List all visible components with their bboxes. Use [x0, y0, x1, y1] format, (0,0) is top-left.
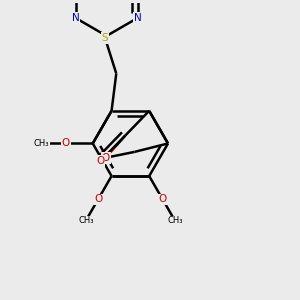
Text: O: O — [96, 156, 104, 166]
Text: O: O — [61, 139, 70, 148]
Text: O: O — [101, 153, 110, 163]
Text: N: N — [134, 13, 141, 23]
Text: CH₃: CH₃ — [78, 216, 94, 225]
Text: CH₃: CH₃ — [34, 139, 49, 148]
Text: O: O — [94, 194, 102, 205]
Text: CH₃: CH₃ — [167, 216, 183, 225]
Text: O: O — [159, 194, 167, 205]
Text: N: N — [72, 13, 80, 23]
Text: S: S — [102, 33, 108, 43]
